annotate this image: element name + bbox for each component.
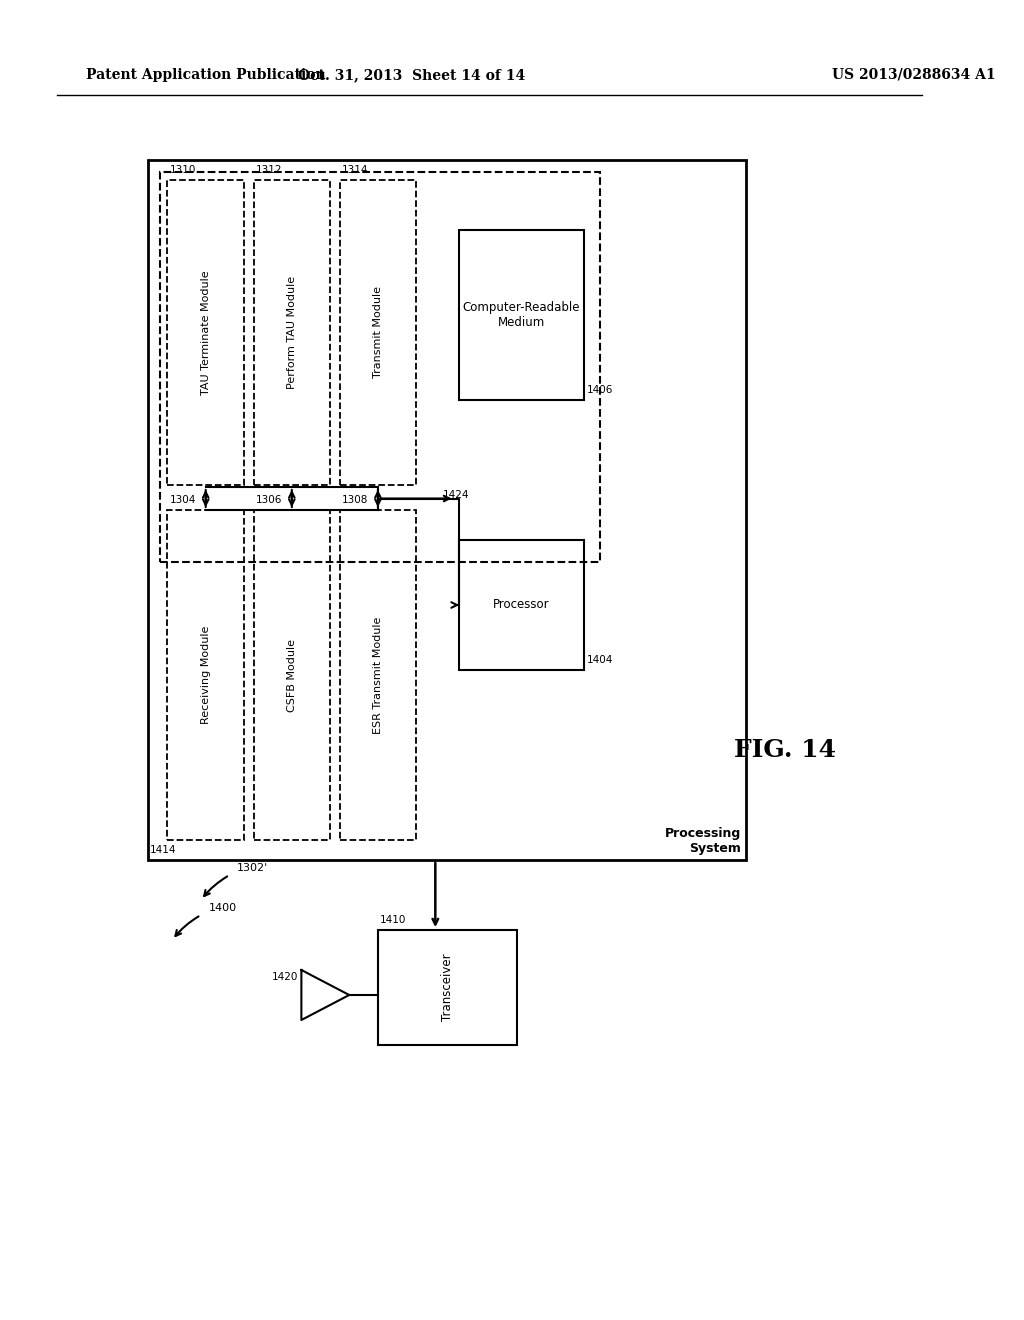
Text: Transmit Module: Transmit Module (373, 286, 383, 379)
Text: 1424: 1424 (443, 491, 469, 500)
Text: Processing
System: Processing System (666, 828, 741, 855)
Text: Perform TAU Module: Perform TAU Module (287, 276, 297, 389)
Text: TAU Terminate Module: TAU Terminate Module (201, 271, 211, 395)
Text: 1314: 1314 (342, 165, 368, 176)
Text: 1304: 1304 (169, 495, 196, 506)
Text: FIG. 14: FIG. 14 (733, 738, 836, 762)
Text: 1302': 1302' (238, 863, 268, 873)
Text: 1404: 1404 (587, 655, 613, 665)
Text: Oct. 31, 2013  Sheet 14 of 14: Oct. 31, 2013 Sheet 14 of 14 (298, 69, 525, 82)
Text: 1306: 1306 (255, 495, 282, 506)
Text: 1420: 1420 (272, 972, 299, 982)
Text: 1400: 1400 (209, 903, 237, 913)
Text: 1312: 1312 (255, 165, 282, 176)
Text: Patent Application Publication: Patent Application Publication (86, 69, 326, 82)
Text: 1308: 1308 (342, 495, 368, 506)
Text: CSFB Module: CSFB Module (287, 639, 297, 711)
Text: 1414: 1414 (151, 845, 177, 855)
Text: 1310: 1310 (169, 165, 196, 176)
Text: US 2013/0288634 A1: US 2013/0288634 A1 (833, 69, 996, 82)
Text: Computer-Readable
Medium: Computer-Readable Medium (463, 301, 581, 329)
Text: Processor: Processor (494, 598, 550, 611)
Text: 1406: 1406 (587, 385, 613, 395)
Text: Receiving Module: Receiving Module (201, 626, 211, 725)
Text: 1410: 1410 (380, 915, 407, 925)
Text: Transceiver: Transceiver (440, 953, 454, 1022)
Text: ESR Transmit Module: ESR Transmit Module (373, 616, 383, 734)
